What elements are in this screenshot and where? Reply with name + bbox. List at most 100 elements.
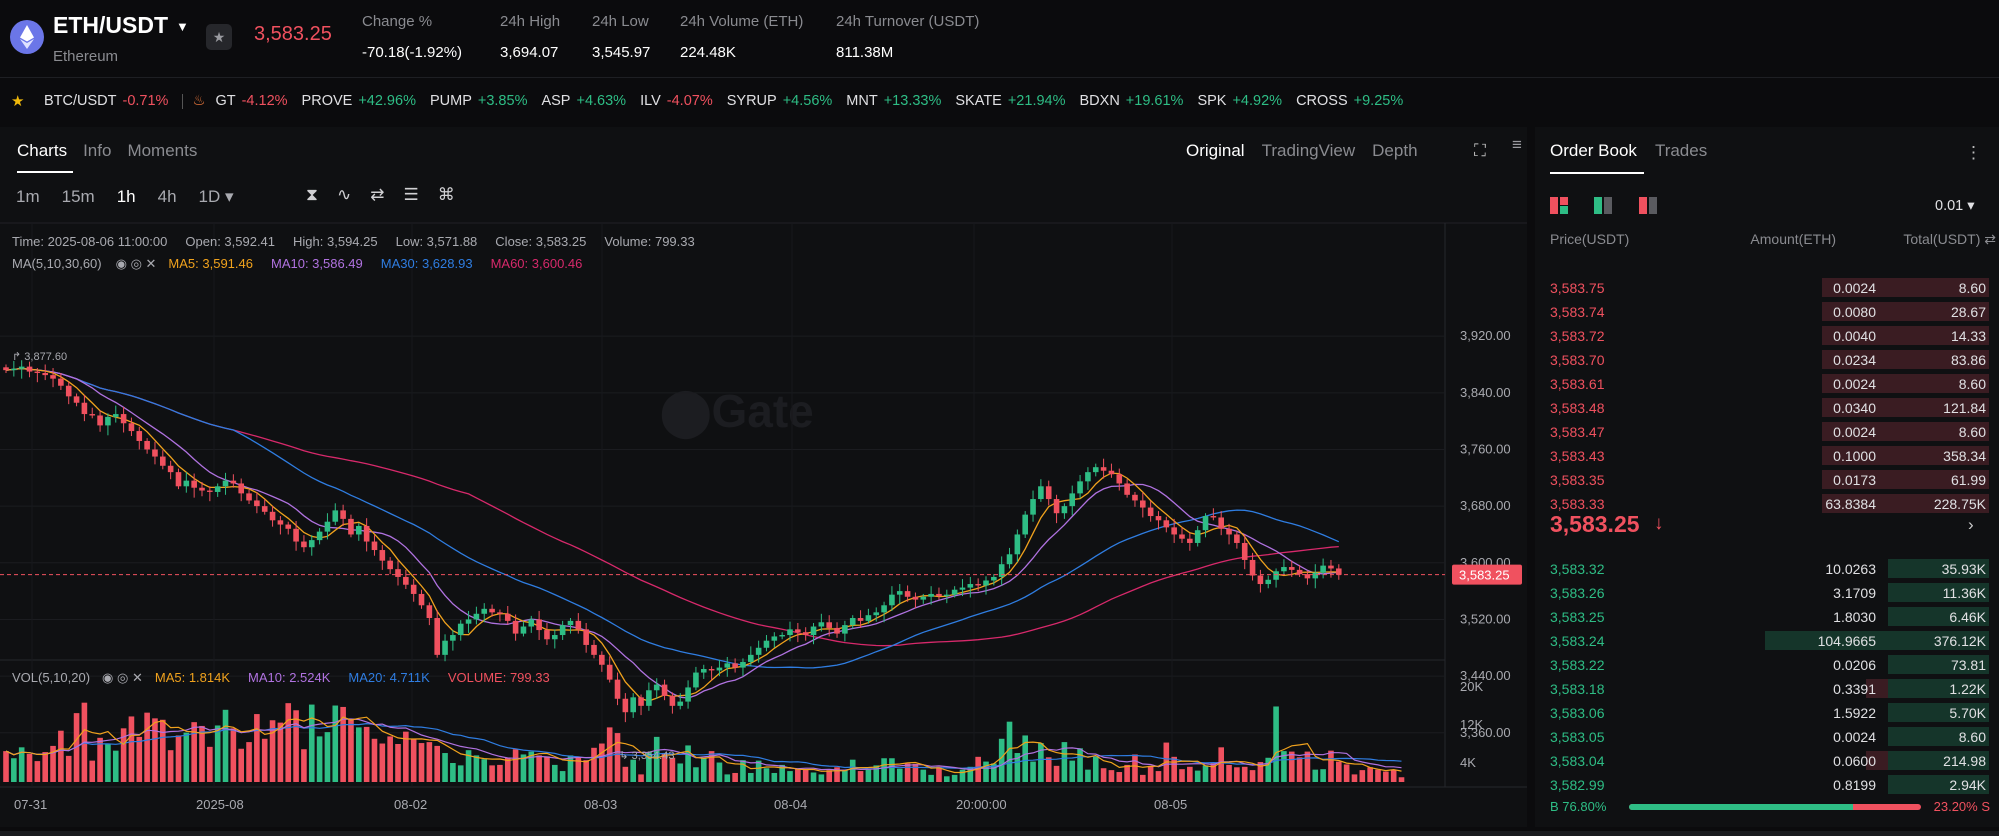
candle-body — [991, 576, 997, 581]
chevron-right-icon[interactable]: › — [1968, 515, 1974, 534]
ask-row[interactable]: 3,583.61 0.0024 8.60 — [1535, 373, 1999, 393]
bid-row[interactable]: 3,583.32 10.0263 35.93K — [1535, 558, 1999, 578]
ask-row[interactable]: 3,583.70 0.0234 83.86 — [1535, 349, 1999, 369]
candle — [73, 393, 80, 407]
bid-row[interactable]: 3,583.05 0.0024 8.60 — [1535, 726, 1999, 746]
chart-menu-icon[interactable]: ≡ — [1512, 135, 1522, 154]
tab-order-book[interactable]: Order Book — [1550, 141, 1637, 160]
candle-type-icon[interactable]: ⧗ — [306, 185, 318, 204]
bid-row[interactable]: 3,583.24 104.9665 376.12K — [1535, 630, 1999, 650]
candle-body — [567, 620, 574, 626]
bid-row[interactable]: 3,582.99 0.8199 2.94K — [1535, 774, 1999, 794]
layout-bids-icon[interactable] — [1594, 197, 1613, 215]
volume-bar — [395, 744, 401, 782]
amount-cell: 0.0234 — [1833, 352, 1876, 368]
ticker-item[interactable]: BTC/USDT -0.71% — [44, 93, 168, 109]
volume-bar — [481, 759, 488, 782]
favorite-star-button[interactable]: ★ — [206, 24, 232, 50]
timeframe-1m[interactable]: 1m — [16, 187, 40, 206]
candle — [826, 615, 832, 637]
tab-original[interactable]: Original — [1186, 141, 1245, 160]
timeframe-1h[interactable]: 1h — [116, 187, 136, 206]
tab-info[interactable]: Info — [83, 141, 112, 160]
candle — [152, 441, 158, 465]
candle-body — [834, 627, 840, 634]
ticker-item[interactable]: PROVE +42.96% — [302, 93, 416, 109]
layout-both-icon[interactable] — [1550, 197, 1568, 215]
ticker-item[interactable]: MNT +13.33% — [846, 93, 941, 109]
candle-body — [269, 511, 276, 521]
ticker-item[interactable]: GT -4.12% — [215, 93, 287, 109]
ticker-item[interactable]: BDXN +19.61% — [1080, 93, 1184, 109]
ticker-item[interactable]: SYRUP +4.56% — [727, 93, 833, 109]
ticker-symbol: SPK — [1197, 93, 1227, 109]
ask-row[interactable]: 3,583.72 0.0040 14.33 — [1535, 325, 1999, 345]
candle — [685, 680, 691, 709]
price-cell: 3,583.70 — [1550, 352, 1605, 368]
more-options-icon[interactable]: ⋮ — [1965, 143, 1982, 162]
ask-row[interactable]: 3,583.47 0.0024 8.60 — [1535, 421, 1999, 441]
bid-row[interactable]: 3,583.25 1.8030 6.46K — [1535, 606, 1999, 626]
ask-row[interactable]: 3,583.33 63.8384 228.75K — [1535, 493, 1999, 513]
tab-depth[interactable]: Depth — [1372, 141, 1418, 160]
candle-body — [465, 619, 472, 624]
bid-row[interactable]: 3,583.22 0.0206 73.81 — [1535, 654, 1999, 674]
timeframe-1d[interactable]: 1D ▾ — [198, 187, 234, 206]
favorites-star-icon[interactable]: ★ — [11, 93, 25, 110]
ask-row[interactable]: 3,583.35 0.0173 61.99 — [1535, 469, 1999, 489]
volume-bar — [18, 747, 25, 782]
depth-bar — [1887, 703, 1989, 722]
ticker-item[interactable]: PUMP +3.85% — [430, 93, 528, 109]
candle — [214, 483, 221, 497]
header-total[interactable]: Total(USDT) ⇄ — [1903, 231, 1996, 247]
tab-charts[interactable]: Charts — [17, 141, 68, 160]
ticker-item[interactable]: CROSS +9.25% — [1296, 93, 1403, 109]
bid-row[interactable]: 3,583.18 0.3391 1.22K — [1535, 678, 1999, 698]
list-settings-icon[interactable]: ☰ — [403, 185, 419, 204]
layout-asks-icon[interactable] — [1638, 197, 1657, 215]
tab-moments[interactable]: Moments — [127, 141, 198, 160]
ticker-item[interactable]: SPK +4.92% — [1197, 93, 1282, 109]
bid-row[interactable]: 3,583.06 1.5922 5.70K — [1535, 702, 1999, 722]
draw-tools-icon[interactable]: ⌘ — [437, 185, 455, 204]
ticker-item[interactable]: ASP +4.63% — [541, 93, 626, 109]
indicator-icon[interactable]: ∿ — [336, 185, 352, 204]
candle-body — [638, 697, 644, 706]
candle-body — [426, 605, 433, 619]
candle-body — [316, 531, 323, 541]
candle — [238, 478, 244, 502]
candle — [528, 615, 535, 633]
candle — [1312, 564, 1319, 589]
candlestick-chart[interactable]: ⬤Gate 3,920.00 3,840.00 3,760.00 3,680.00 3,… — [0, 222, 1527, 827]
pair-selector[interactable]: ETH/USDT — [53, 12, 168, 38]
ask-row[interactable]: 3,583.48 0.0340 121.84 — [1535, 397, 1999, 417]
arrow-down-icon: ↓ — [1654, 513, 1664, 534]
depth-bar — [1821, 422, 1989, 441]
pair-dropdown-icon[interactable]: ▼ — [176, 19, 189, 34]
bid-row[interactable]: 3,583.04 0.0600 214.98 — [1535, 750, 1999, 770]
candle-body — [183, 480, 190, 487]
fullscreen-icon[interactable]: ⛶ — [1474, 141, 1486, 160]
tab-trades[interactable]: Trades — [1654, 141, 1708, 160]
ask-row[interactable]: 3,583.74 0.0080 28.67 — [1535, 301, 1999, 321]
timeframe-4h[interactable]: 4h — [157, 187, 177, 206]
candle — [606, 656, 613, 683]
compare-icon[interactable]: ⇄ — [370, 185, 385, 204]
tab-tradingview[interactable]: TradingView — [1261, 141, 1356, 160]
ask-row[interactable]: 3,583.75 0.0024 8.60 — [1535, 277, 1999, 297]
candle-body — [348, 518, 354, 535]
bid-row[interactable]: 3,583.26 3.1709 11.36K — [1535, 582, 1999, 602]
current-price-tag — [1452, 564, 1522, 585]
ticker-symbol: BTC/USDT — [44, 93, 117, 109]
ticker-item[interactable]: SKATE +21.94% — [955, 93, 1065, 109]
volume-bar — [89, 760, 96, 782]
candle — [363, 518, 370, 552]
volume-bar — [269, 720, 276, 782]
timeframe-15m[interactable]: 15m — [61, 187, 95, 206]
precision-select[interactable]: 0.01 ▾ — [1935, 198, 1975, 214]
ticker-item[interactable]: ILV -4.07% — [640, 93, 713, 109]
candle-body — [983, 580, 989, 586]
ask-row[interactable]: 3,583.43 0.1000 358.34 — [1535, 445, 1999, 465]
candle-body — [559, 625, 566, 636]
candle-body — [849, 618, 856, 626]
